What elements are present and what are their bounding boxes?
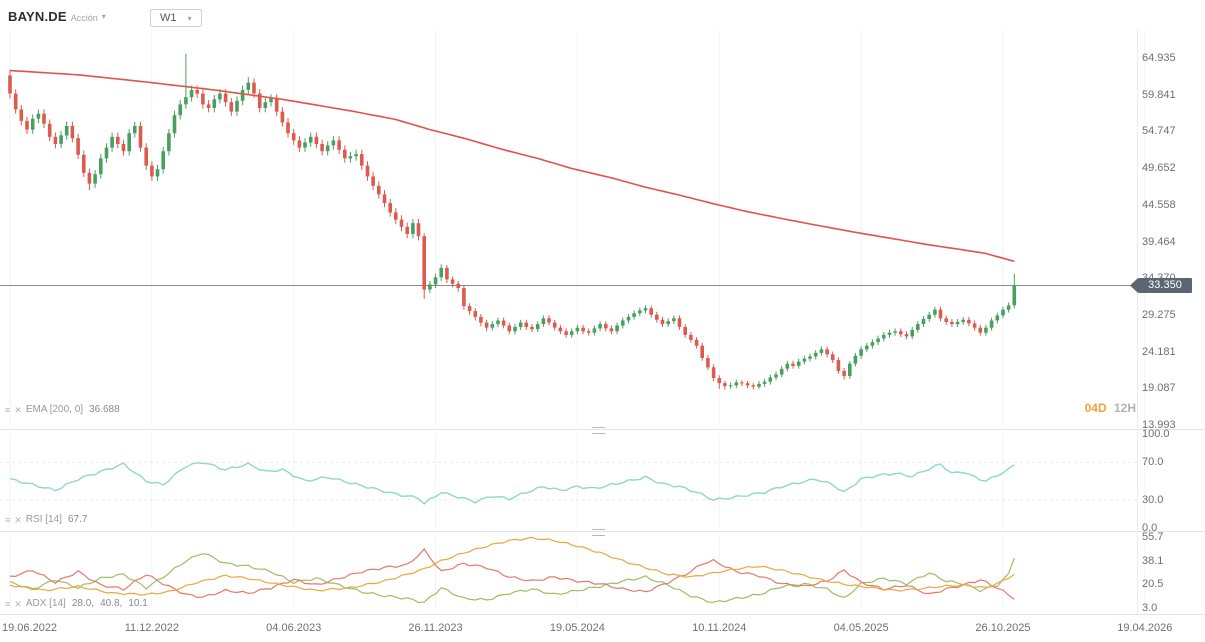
panel-resize-handle[interactable] — [592, 529, 605, 536]
time-axis-label: 11.12.2022 — [124, 622, 179, 634]
indicator-remove-icon[interactable]: ✕ — [14, 598, 22, 609]
timeframe-value: W1 — [160, 12, 177, 24]
time-axis-label: 19.04.2026 — [1117, 622, 1173, 634]
countdown-days: 04D — [1084, 401, 1107, 415]
adx-indicator-row: ≡ ✕ ADX [14] 28.0, 40.8, 10.1 — [5, 598, 148, 609]
price-axis-label: 24.181 — [1142, 345, 1176, 358]
time-axis-label: 26.11.2023 — [408, 622, 463, 634]
ema-indicator-value: 36.688 — [89, 404, 120, 415]
time-axis-label: 04.06.2023 — [266, 622, 322, 634]
adx-axis-label: 38.1 — [1142, 554, 1164, 567]
price-axis-label: 64.935 — [1142, 52, 1176, 64]
ema-line — [9, 69, 1015, 263]
price-axis-label: 19.087 — [1142, 382, 1176, 395]
timeframe-dropdown[interactable]: W1 ▾ — [150, 9, 202, 27]
indicator-settings-icon[interactable]: ≡ — [5, 404, 11, 415]
price-axis-label: 54.747 — [1142, 125, 1176, 138]
price-badge-arrow — [1130, 278, 1138, 293]
rsi-axis-label: 70.0 — [1142, 456, 1164, 469]
time-axis-label: 04.05.2025 — [833, 622, 889, 634]
time-axis[interactable]: 19.06.2022 11.12.2022 04.06.2023 26.11.2023… — [0, 618, 1205, 642]
candles — [8, 53, 1017, 390]
instrument-type-label: Acción — [70, 12, 98, 23]
time-axis-label: 26.10.2025 — [975, 622, 1031, 634]
rsi-axis-label: 30.0 — [1142, 493, 1164, 506]
price-axis-label: 39.464 — [1142, 235, 1176, 248]
rsi-indicator-value: 67.7 — [67, 514, 88, 525]
time-axis-label: 19.05.2024 — [549, 622, 605, 634]
rsi-axis-label: 100.0 — [1142, 428, 1170, 440]
rsi-axis-label: 0.0 — [1142, 522, 1158, 534]
indicator-settings-icon[interactable]: ≡ — [5, 514, 11, 525]
rsi-indicator-row: ≡ ✕ RSI [14] 67.7 — [5, 514, 87, 525]
indicator-settings-icon[interactable]: ≡ — [5, 598, 11, 609]
price-axis-label: 44.558 — [1142, 198, 1176, 211]
panel-dividers — [0, 30, 1205, 615]
current-price-badge: 33.350 — [1138, 278, 1192, 294]
candle-countdown: 04D 12H — [1056, 401, 1136, 415]
symbol-selector[interactable]: BAYN.DE Acción ▾ — [8, 9, 106, 24]
adx-axis-label: 3.0 — [1142, 601, 1158, 614]
chevron-down-icon: ▾ — [101, 12, 106, 21]
adx-value-plus-di: 40.8, — [100, 598, 123, 609]
ema-indicator-row: ≡ ✕ EMA [200, 0] 36.688 — [5, 404, 120, 415]
adx-minus-di-line — [9, 547, 1015, 600]
adx-value-minus-di: 10.1 — [128, 598, 148, 609]
rsi-indicator-label: RSI [14] — [25, 514, 62, 525]
indicator-remove-icon[interactable]: ✕ — [14, 404, 22, 415]
adx-axis-label: 20.5 — [1142, 578, 1164, 591]
countdown-hours: 12H — [1113, 401, 1136, 415]
adx-value-adx: 28.0, — [71, 598, 95, 609]
panel-resize-handle[interactable] — [592, 427, 605, 434]
price-axis-label: 29.275 — [1142, 308, 1176, 321]
price-axis-label: 49.652 — [1142, 162, 1176, 175]
ema-indicator-label: EMA [200, 0] — [25, 404, 84, 415]
time-axis-label: 10.11.2024 — [692, 622, 747, 634]
price-axis[interactable]: 64.93559.84154.74749.65244.55839.46434.3… — [1137, 0, 1205, 618]
adx-indicator-label: ADX [14] — [25, 598, 66, 609]
rsi-line — [9, 462, 1015, 505]
adx-plus-di-line — [9, 553, 1015, 604]
price-axis-label: 13.993 — [1142, 419, 1176, 431]
chevron-down-icon: ▾ — [187, 13, 192, 23]
gridlines — [0, 30, 1146, 608]
indicator-remove-icon[interactable]: ✕ — [14, 514, 22, 525]
price-axis-label: 59.841 — [1142, 88, 1176, 101]
symbol-name: BAYN.DE — [8, 9, 67, 24]
adx-axis-label: 55.7 — [1142, 531, 1164, 544]
adx-line — [9, 536, 1015, 596]
time-axis-label: 19.06.2022 — [2, 622, 58, 634]
